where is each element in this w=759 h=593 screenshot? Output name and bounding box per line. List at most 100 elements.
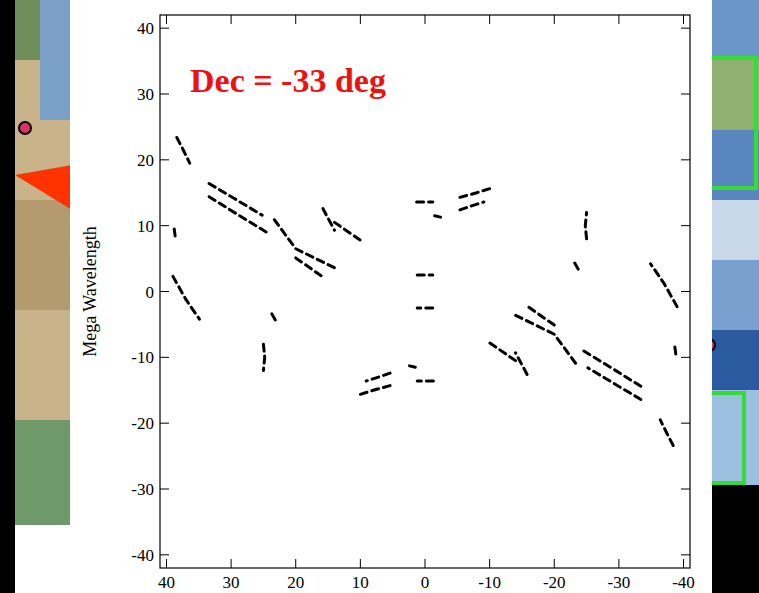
uv-track [263, 344, 264, 370]
y-tick [681, 94, 690, 95]
y-tick [681, 554, 690, 555]
uv-track [323, 209, 335, 231]
y-tick [681, 423, 690, 424]
uv-track [335, 222, 361, 240]
x-tick [295, 15, 296, 24]
y-axis-title: Mega Wavelength [80, 226, 100, 357]
uv-track [574, 261, 579, 269]
uv-track [435, 216, 441, 217]
site-photo [705, 260, 759, 330]
x-tick-label: -30 [608, 573, 631, 592]
photo-frame [706, 58, 756, 188]
site-photo [705, 200, 759, 260]
map-marker [15, 165, 72, 210]
y-tick [160, 94, 169, 95]
x-tick [166, 559, 167, 568]
y-tick-label: -30 [131, 480, 154, 499]
y-tick [681, 489, 690, 490]
y-tick [160, 28, 169, 29]
plot-frame [160, 15, 690, 568]
map [15, 0, 75, 525]
uv-track [417, 306, 433, 309]
y-tick [681, 28, 690, 29]
uv-track [515, 315, 575, 363]
y-tick [160, 291, 169, 292]
x-tick-label: -10 [478, 573, 501, 592]
y-tick [681, 291, 690, 292]
y-tick [160, 225, 169, 226]
y-tick [160, 489, 169, 490]
uv-track [272, 314, 277, 322]
uv-track [515, 353, 527, 375]
y-tick-label: -40 [131, 546, 154, 565]
uv-track [209, 197, 267, 233]
x-tick-label: 0 [421, 573, 430, 592]
uv-track [409, 366, 415, 367]
uv-track [585, 213, 586, 239]
uv-track [588, 368, 641, 400]
uv-track [460, 202, 484, 210]
map-region [15, 420, 75, 525]
site-photo [705, 60, 759, 130]
y-tick-label: 20 [137, 151, 154, 170]
uv-track [174, 229, 175, 239]
uv-track [525, 305, 554, 325]
x-tick-label: 40 [158, 573, 175, 592]
uv-track [460, 187, 494, 197]
y-tick [160, 159, 169, 160]
slide: 40 30 20 10 0 -10 -20 -30 -40 -40 -30 -20 -10 0 10 20 30… [0, 0, 759, 593]
uv-track [651, 264, 678, 307]
slide-text-area [15, 525, 75, 593]
uv-track [417, 200, 433, 203]
y-tick [681, 357, 690, 358]
x-tick [360, 559, 361, 568]
map-region [15, 200, 75, 310]
uv-track [583, 351, 641, 387]
x-tick-label: -20 [543, 573, 566, 592]
uv-track [177, 137, 190, 163]
x-tick [295, 559, 296, 568]
site-photo [705, 390, 759, 485]
uv-track [366, 373, 390, 381]
y-tick-label: -20 [131, 414, 154, 433]
chart-title: Dec = -33 deg [190, 62, 386, 99]
y-tick-label: 30 [137, 85, 154, 104]
uv-track [674, 344, 675, 354]
y-tick-label: -10 [131, 348, 154, 367]
x-tick-label: 10 [352, 573, 369, 592]
x-tick [231, 559, 232, 568]
x-tick [231, 15, 232, 24]
x-tick [554, 559, 555, 568]
site-photo [705, 0, 759, 60]
x-tick [683, 559, 684, 568]
map-photo [40, 0, 75, 120]
uv-track [356, 386, 390, 396]
uv-track [417, 380, 433, 383]
x-tick [425, 559, 426, 568]
background [0, 0, 759, 593]
uv-track [490, 343, 516, 361]
uv-track [296, 258, 325, 278]
x-tick-label: -40 [672, 573, 695, 592]
uv-track [173, 276, 200, 319]
y-tick-label: 10 [137, 217, 154, 236]
x-tick [489, 15, 490, 24]
y-tick [160, 357, 169, 358]
uv-track [417, 274, 433, 277]
x-tick [166, 15, 167, 24]
chart-panel [70, 0, 712, 593]
uv-track [209, 184, 262, 216]
x-tick [554, 15, 555, 24]
y-tick-label: 0 [146, 283, 155, 302]
uv-track [660, 420, 673, 446]
uv-track [274, 220, 334, 268]
site-dot [19, 122, 31, 134]
x-tick [360, 15, 361, 24]
tracks [173, 137, 677, 445]
x-tick-label: 30 [223, 573, 240, 592]
y-tick [160, 423, 169, 424]
x-tick-label: 20 [287, 573, 304, 592]
y-tick [160, 554, 169, 555]
y-tick-label: 40 [137, 19, 154, 38]
site-photo [705, 330, 759, 390]
